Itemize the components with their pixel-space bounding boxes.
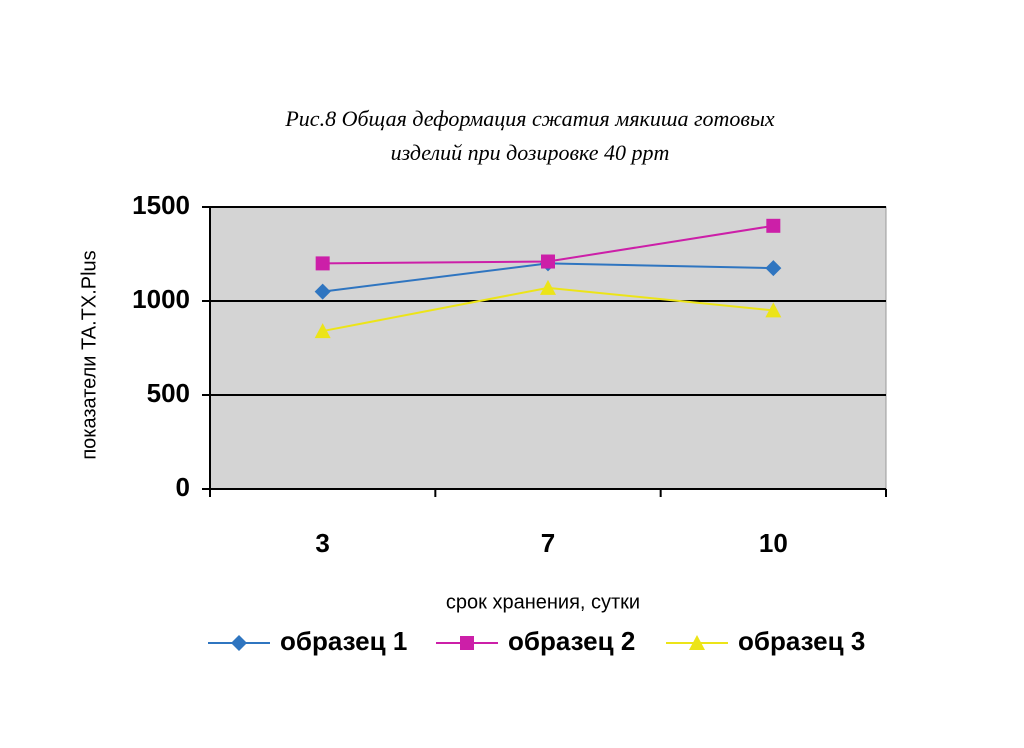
data-point xyxy=(314,323,331,339)
legend-label: образец 2 xyxy=(508,626,635,656)
x-tick-label: 10 xyxy=(759,528,788,558)
legend-label: образец 3 xyxy=(738,626,865,656)
y-tick-label: 0 xyxy=(176,472,190,502)
legend-marker xyxy=(231,635,247,651)
y-axis-label: показатели TA.TX.Plus xyxy=(78,250,100,459)
plot-area xyxy=(209,206,887,490)
x-axis-label: срок хранения, сутки xyxy=(446,591,640,613)
x-tick-label: 3 xyxy=(315,528,329,558)
data-point xyxy=(765,260,782,277)
chart-title: Рис.8 Общая деформация сжатия мякиша гот… xyxy=(284,106,774,131)
y-tick-label: 500 xyxy=(147,378,190,408)
x-tick-label: 7 xyxy=(541,528,555,558)
legend-marker xyxy=(460,636,474,650)
legend-label: образец 1 xyxy=(280,626,407,656)
legend-marker xyxy=(689,635,705,650)
data-point xyxy=(540,279,556,295)
data-point xyxy=(541,254,555,269)
data-point xyxy=(314,283,331,300)
y-tick-label: 1000 xyxy=(132,284,190,314)
y-tick-label: 1500 xyxy=(132,190,190,220)
chart-title: изделий при дозировке 40 ppm xyxy=(391,140,670,165)
data-point xyxy=(765,302,782,318)
data-point xyxy=(315,256,330,271)
data-point xyxy=(766,218,781,233)
